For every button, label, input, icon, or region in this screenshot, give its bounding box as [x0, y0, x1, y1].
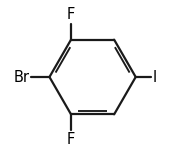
Text: F: F [67, 7, 75, 22]
Text: I: I [153, 69, 157, 85]
Text: F: F [67, 132, 75, 147]
Text: Br: Br [13, 69, 29, 85]
